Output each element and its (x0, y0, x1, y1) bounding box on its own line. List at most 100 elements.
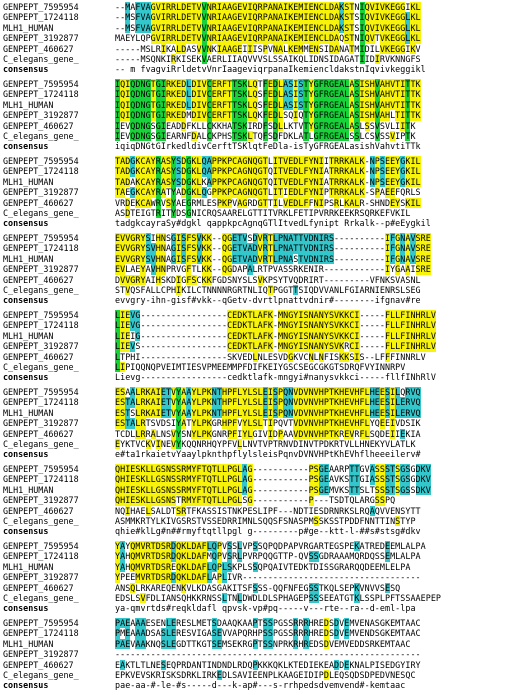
sequence-name: consensus (3, 141, 49, 152)
sequence-row: GENPEPT_460627 IEVQDNGSGIEADDFKLLCKKHATSK… (3, 120, 421, 131)
sequence-residues: TADAKCAYRASYSDGKLKAPPKPCAGNQGTQITVEDLFYN… (115, 176, 421, 188)
sequence-row: MLH1_HUMAN PAEVAAKNQSLEGDTTKGTSEMSEKRGPTS… (3, 638, 421, 650)
sequence-name: GENPEPT_3192877 (3, 341, 79, 352)
sequence-row: GENPEPT_3192877 MAEYLQPGVIRRLDETVVNRIAAGE… (3, 33, 426, 44)
sequence-residues: NQIHAELSALDTSRTFKASSISTNKPESLIPF---NDTIE… (115, 505, 421, 516)
sequence-name: GENPEPT_1724118 (3, 243, 79, 254)
sequence-name: GENPEPT_3192877 (3, 649, 79, 660)
sequence-row: GENPEPT_7595954 EVVGRYSIHNSGISFSVKK--QGET… (3, 233, 431, 244)
sequence-residues: LIEVG-----------------CEDKTLAFK-MNGYISNA… (115, 310, 436, 321)
alignment-block: GENPEPT_7595954 EVVGRYSIHNSGISFSVKK--QGET… (3, 233, 431, 306)
sequence-row: GENPEPT_3192877 IQIQDNGTGIRKEDMDIVCERFTTS… (3, 110, 421, 121)
sequence-residues: IQIQDNGTGIRKEDLDIVCERFTTSKLQTFEDLASISTYG… (115, 79, 421, 90)
sequence-residues: Lievg-----------------cedktlafk-mngyi#na… (115, 372, 436, 383)
sequence-row: GENPEPT_460627 EAKTLTLNESEQPRDANTINDNDLRD… (3, 659, 421, 670)
sequence-residues: tadgkcayraSy#dgkl qappkpcAgnqGTlItvedLfy… (115, 218, 431, 229)
sequence-name: GENPEPT_7595954 (3, 233, 79, 243)
alignment-block: GENPEPT_7595954 IQIQDNGTGIRKEDLDIVCERFTTS… (3, 79, 421, 152)
sequence-residues: QHIESKLLGSNSTRMYFTQTLLPGLSG-----------P-… (115, 495, 396, 506)
sequence-residues: ESTALRTSVDSIYATYLPKGRHPFVYLSLTIPQVTVDVNV… (115, 418, 421, 429)
sequence-name: MLH1_HUMAN (3, 99, 54, 110)
sequence-name: GENPEPT_7595954 (3, 2, 79, 12)
alignment-block: GENPEPT_7595954 ESAALRKAIETVYAAYLPKNTHPFL… (3, 387, 421, 460)
sequence-residues: YPEEMVRTDSRDQKLDAFLAPLIVR---------------… (115, 572, 421, 583)
sequence-row: C_elegans_gene_ EPKVEVSKRISKSDRKLIRKEDLSA… (3, 669, 421, 681)
sequence-name: consensus (3, 295, 49, 306)
sequence-residues: IEVQDNGSGIEADDFKLLCKKHATSKIRDFSDLLKTVTYG… (115, 120, 416, 131)
alignment-block: GENPEPT_7595954 QHIESKLLGSNSSRMYFTQTLLPGL… (3, 464, 431, 537)
sequence-name: MLH1_HUMAN (3, 484, 54, 495)
sequence-name: GENPEPT_3192877 (3, 187, 79, 198)
sequence-row: MLH1_HUMAN LIEIG-----------------CEDKTLAF… (3, 330, 436, 342)
consensus-row: consensus pae-aa-#-le-#s-----d---k-ap#---… (3, 680, 421, 690)
sequence-row: GENPEPT_3192877 ESTALRTSVDSIYATYLPKGRHPFV… (3, 418, 421, 429)
consensus-row: consensus iqiqDNGtGIrkedldivCerftTSKlqtFe… (3, 141, 421, 151)
sequence-name: consensus (3, 526, 49, 537)
sequence-residues: PAEVAAKNQSLEGDTTKGTSEMSEKRGPTSSNPRKRHRED… (115, 638, 411, 650)
sequence-row: GENPEPT_1724118 ESTALRKAIETVYAAYLPKNTHPFL… (3, 397, 421, 408)
sequence-row: GENPEPT_1724118 --MSFVAGVIRRLDETVVNRIAAGE… (3, 12, 426, 23)
sequence-name: GENPEPT_460627 (3, 659, 74, 670)
sequence-residues: pae-aa-#-le-#s-----d---k-ap#---s-rrhpeds… (115, 680, 406, 691)
sequence-residues: PAEAAAESENLERESLMETSDAAQKAAPTSSPGSSRRRHR… (115, 618, 421, 629)
sequence-name: C_elegans_gene_ (3, 361, 79, 372)
sequence-name: consensus (3, 603, 49, 614)
sequence-name: MLH1_HUMAN (3, 330, 54, 341)
sequence-name: GENPEPT_1724118 (3, 474, 79, 485)
sequence-name: GENPEPT_3192877 (3, 33, 79, 44)
sequence-residues: EYKTVCKVINEVYKQQNRHQYPFVLLNVTVPTRNVDINVT… (115, 438, 416, 450)
sequence-residues: TADGKCAYRASYSDGKLQAPPKPCAGNQGTQITVEDLFYN… (115, 166, 421, 177)
sequence-row: MLH1_HUMAN TADAKCAYRASYSDGKLKAPPKPCAGNQGT… (3, 176, 431, 188)
sequence-name: consensus (3, 680, 49, 691)
sequence-residues: QHIESKLLGSNSSRMYFTQTLLPGLAG-----------PS… (115, 484, 431, 496)
sequence-name: GENPEPT_460627 (3, 351, 74, 362)
sequence-row: GENPEPT_1724118 YAHQMVRTDSRDQKLDAFMQPVSRL… (3, 551, 441, 562)
sequence-name: GENPEPT_3192877 (3, 264, 79, 275)
sequence-name: GENPEPT_3192877 (3, 110, 79, 121)
sequence-residues: EVVGRYSVHNAGISFSVKK--QGETVADVRTLPNASTVDN… (115, 253, 431, 265)
sequence-residues: ASMMKRTYLKIVGSRSTVSSEDRRIMNLSQQSFSNASPMS… (115, 515, 416, 527)
sequence-name: GENPEPT_7595954 (3, 618, 79, 628)
sequence-residues: IQIQDNGTGIRKEDMDIVCERFTTSKLQKFEDLSQIQTYG… (115, 110, 421, 121)
sequence-row: C_elegans_gene_ LIPIQQNQPVEIMTIESVPMEEMMP… (3, 361, 436, 373)
sequence-name: C_elegans_gene_ (3, 515, 79, 526)
sequence-residues: EAKTLTLNESEQPRDANTINDNDLRDQPKKKQKLKTEDIE… (115, 659, 421, 670)
sequence-residues: LIEIG-----------------CEDKTLAFK-MNGYISNA… (115, 330, 436, 342)
sequence-name: GENPEPT_1724118 (3, 320, 79, 331)
sequence-residues: TAEGKCAYRATYADGKLQGPPKPCAGNQGTLITIEDLFYN… (115, 187, 421, 198)
sequence-name: GENPEPT_7595954 (3, 541, 79, 551)
sequence-residues: -----MSLRIKALDASVVNKIAAGEIIISPVNALKEMMEN… (115, 43, 421, 54)
sequence-row: MLH1_HUMAN QHIESKLLGSNSSRMYFTQTLLPGLAG---… (3, 484, 431, 496)
sequence-name: GENPEPT_460627 (3, 274, 74, 285)
sequence-name: C_elegans_gene_ (3, 207, 79, 218)
sequence-row: GENPEPT_7595954 IQIQDNGTGIRKEDLDIVCERFTTS… (3, 79, 421, 90)
sequence-row: C_elegans_gene_ EYKTVCKVINEVYKQQNRHQYPFVL… (3, 438, 421, 450)
sequence-residues: STVQSFALLCPHIKILCTNNNNRGRTNLIQTPGGTTSIQD… (115, 284, 421, 296)
alignment-block: GENPEPT_7595954 --MAFVAGVIRRLDETVVNRIAAGE… (3, 2, 426, 75)
sequence-name: consensus (3, 449, 49, 460)
sequence-name: consensus (3, 372, 49, 383)
sequence-row: GENPEPT_3192877 QHIESKLLGSNSTRMYFTQTLLPGL… (3, 495, 431, 506)
sequence-row: GENPEPT_1724118 PMEAAADSASLERESVIGASEVVAP… (3, 628, 421, 639)
sequence-row: GENPEPT_3192877 YPEEMVRTDSRDQKLDAFLAPLIVR… (3, 572, 441, 583)
sequence-row: C_elegans_gene_ ASMMKRTYLKIVGSRSTVSSEDRRI… (3, 515, 431, 527)
sequence-row: C_elegans_gene_ ASDTEIGTRITYDSGNICRQSAARE… (3, 207, 431, 219)
sequence-name: GENPEPT_460627 (3, 120, 74, 131)
sequence-name: MLH1_HUMAN (3, 407, 54, 418)
sequence-name: GENPEPT_7595954 (3, 387, 79, 397)
sequence-residues: --MSFVAGVIRRLDETVVNRIAAGEVIQRPANAIKEMIEN… (115, 12, 421, 23)
sequence-residues: ----------------------------------------… (115, 649, 421, 660)
sequence-name: GENPEPT_7595954 (3, 156, 79, 166)
sequence-row: GENPEPT_3192877 -------------------------… (3, 649, 421, 659)
consensus-row: consensus -- m fvagviRrldetvVnrIaageviqrp… (3, 64, 426, 74)
sequence-name: MLH1_HUMAN (3, 176, 54, 187)
sequence-name: GENPEPT_1724118 (3, 397, 79, 408)
sequence-row: GENPEPT_3192877 LIEVS-----------------CED… (3, 341, 436, 352)
sequence-residues: LIPIQQNQPVEIMTIESVPMEEMMPFDIFKEIYGSCSEGC… (115, 361, 406, 373)
sequence-row: GENPEPT_1724118 TADGKCAYRASYSDGKLQAPPKPCA… (3, 166, 431, 177)
sequence-name: C_elegans_gene_ (3, 438, 79, 449)
sequence-residues: EPKVEVSKRISKSDRKLIRKEDLSAVIEENPLKAAGEIDI… (115, 669, 416, 681)
sequence-row: GENPEPT_460627 -----MSLRIKALDASVVNKIAAGEI… (3, 43, 426, 54)
sequence-name: GENPEPT_7595954 (3, 79, 79, 89)
sequence-name: GENPEPT_7595954 (3, 310, 79, 320)
